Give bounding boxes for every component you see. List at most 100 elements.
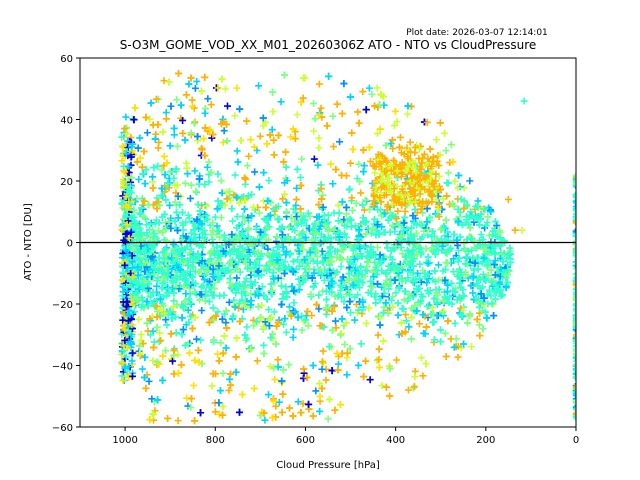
scatter-point: [187, 129, 195, 137]
scatter-point: [258, 283, 266, 291]
scatter-point: [365, 84, 373, 92]
scatter-point: [233, 265, 241, 273]
scatter-point: [491, 218, 499, 226]
scatter-point: [211, 408, 219, 416]
scatter-point: [275, 242, 283, 250]
scatter-point: [279, 390, 287, 398]
scatter-point: [293, 165, 301, 173]
scatter-point: [223, 137, 231, 145]
scatter-point: [163, 237, 171, 245]
scatter-point: [295, 237, 303, 245]
scatter-point: [179, 116, 187, 124]
scatter-point: [450, 343, 458, 351]
scatter-point: [215, 227, 223, 235]
scatter-point: [338, 110, 346, 118]
scatter-point: [415, 320, 423, 328]
scatter-point: [186, 249, 194, 257]
scatter-point: [364, 257, 372, 265]
scatter-point: [194, 346, 202, 354]
scatter-point: [454, 353, 462, 361]
scatter-point: [231, 303, 239, 311]
scatter-point: [218, 242, 226, 250]
scatter-point: [149, 357, 157, 365]
scatter-point: [181, 136, 189, 144]
scatter-point: [189, 258, 197, 266]
scatter-point: [211, 213, 219, 221]
scatter-point: [423, 279, 431, 287]
scatter-point: [474, 265, 482, 273]
scatter-point: [429, 318, 437, 326]
scatter-point: [340, 80, 348, 88]
scatter-point: [220, 332, 228, 340]
scatter-point: [275, 398, 283, 406]
scatter-point: [171, 217, 179, 225]
scatter-point: [359, 214, 367, 222]
scatter-point: [205, 298, 213, 306]
scatter-point: [152, 95, 160, 103]
scatter-point: [188, 96, 196, 104]
scatter-point: [263, 140, 271, 148]
scatter-point: [143, 221, 151, 229]
scatter-point: [334, 201, 342, 209]
scatter-point: [491, 250, 499, 258]
scatter-point: [176, 201, 184, 209]
scatter-point: [187, 395, 195, 403]
scatter-point: [145, 280, 153, 288]
scatter-point: [299, 74, 307, 82]
scatter-point: [484, 291, 492, 299]
scatter-point: [229, 217, 237, 225]
scatter-point: [202, 288, 210, 296]
scatter-point: [265, 306, 273, 314]
scatter-point: [436, 119, 444, 127]
scatter-point: [181, 179, 189, 187]
scatter-point: [184, 306, 192, 314]
scatter-point: [139, 170, 147, 178]
scatter-point: [247, 289, 255, 297]
scatter-point: [144, 302, 152, 310]
scatter-point: [292, 196, 300, 203]
scatter-point: [449, 158, 457, 166]
scatter-point: [437, 338, 445, 346]
scatter-point: [166, 201, 174, 209]
scatter-point: [140, 147, 148, 155]
scatter-point: [348, 267, 356, 275]
scatter-point: [221, 267, 229, 275]
scatter-point: [375, 345, 383, 353]
scatter-point: [260, 169, 268, 177]
scatter-point: [174, 417, 182, 425]
scatter-point: [248, 242, 256, 250]
scatter-point: [468, 343, 476, 351]
scatter-point: [474, 197, 482, 205]
scatter-point: [138, 281, 146, 289]
scatter-point: [238, 289, 246, 297]
scatter-point: [293, 184, 301, 192]
scatter-point: [174, 351, 182, 359]
scatter-point: [451, 319, 459, 327]
scatter-point: [351, 243, 359, 251]
scatter-point: [316, 392, 324, 400]
scatter-point: [134, 233, 142, 241]
scatter-point: [223, 324, 231, 332]
scatter-point: [157, 191, 165, 199]
scatter-point: [356, 178, 364, 186]
scatter-point: [447, 141, 455, 149]
scatter-point: [437, 326, 445, 334]
scatter-point: [187, 74, 195, 82]
scatter-point: [355, 119, 363, 127]
scatter-point: [197, 240, 205, 248]
scatter-point: [264, 391, 272, 399]
scatter-point: [422, 360, 430, 368]
scatter-point: [335, 209, 343, 217]
scatter-point: [326, 243, 334, 251]
scatter-point: [371, 102, 379, 110]
scatter-point: [351, 222, 359, 230]
scatter-point: [167, 214, 175, 222]
scatter-point: [341, 340, 349, 348]
scatter-point: [283, 177, 291, 185]
scatter-point: [241, 215, 249, 223]
scatter-point: [209, 304, 217, 312]
scatter-point: [216, 387, 224, 395]
scatter-point: [334, 366, 342, 374]
scatter-point: [375, 230, 383, 238]
scatter-point: [218, 75, 226, 83]
